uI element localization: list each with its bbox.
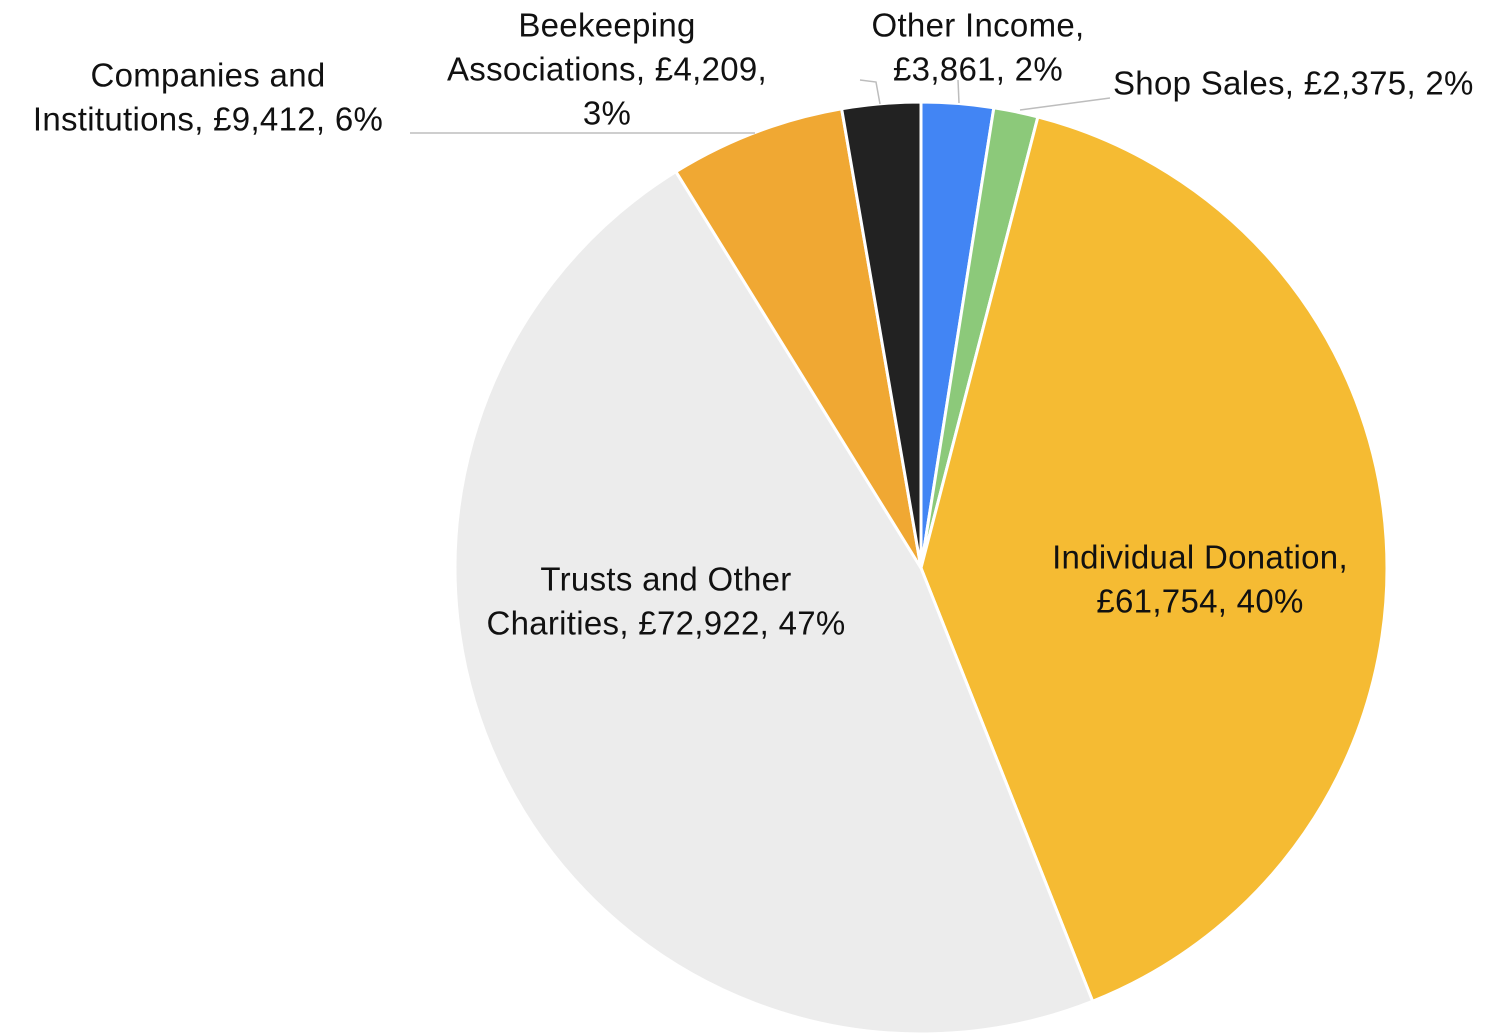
slice-label-trusts-and-other-charities: Trusts and Other Charities, £72,922, 47% <box>486 561 845 642</box>
slice-label-other-income: Other Income, £3,861, 2% <box>872 7 1085 88</box>
leader-line-beekeeping-associations <box>859 79 881 105</box>
slice-label-line: £61,754, 40% <box>1096 583 1303 620</box>
leader-line-other-income <box>957 79 960 104</box>
slice-labels: Other Income, £3,861, 2% Shop Sales, £2,37… <box>33 7 1474 642</box>
slice-label-beekeeping-associations: Beekeeping Associations, £4,209, 3% <box>447 7 767 132</box>
slice-label-line: Individual Donation, <box>1052 539 1348 576</box>
pie-slice-companies-and-institutions <box>674 107 923 570</box>
slice-label-line: 3% <box>583 95 631 132</box>
leader-line-shop-sales <box>1019 97 1111 111</box>
slice-label-companies-and-institutions: Companies and Institutions, £9,412, 6% <box>33 57 383 138</box>
slice-label-line: £3,861, 2% <box>893 51 1063 88</box>
slice-label-individual-donation: Individual Donation, £61,754, 40% <box>1052 539 1348 620</box>
pie-slice-trusts-and-other-charities <box>453 170 1095 1035</box>
slice-label-line: Beekeeping <box>518 7 695 44</box>
slice-label-line: Companies and <box>90 57 325 94</box>
slice-label-line: Other Income, <box>872 7 1085 44</box>
slice-label-line: Trusts and Other <box>540 561 791 598</box>
pie-slices <box>453 100 1389 1035</box>
slice-label-line: Associations, £4,209, <box>447 51 767 88</box>
pie-slice-individual-donation <box>919 115 1389 1003</box>
slice-label-line: Charities, £72,922, 47% <box>486 605 845 642</box>
slice-label-line: Institutions, £9,412, 6% <box>33 101 383 138</box>
pie-slice-beekeeping-associations <box>840 100 923 570</box>
label-leader-lines <box>410 79 1111 134</box>
slice-label-line: Shop Sales, £2,375, 2% <box>1113 65 1474 102</box>
slice-label-shop-sales: Shop Sales, £2,375, 2% <box>1113 65 1474 102</box>
